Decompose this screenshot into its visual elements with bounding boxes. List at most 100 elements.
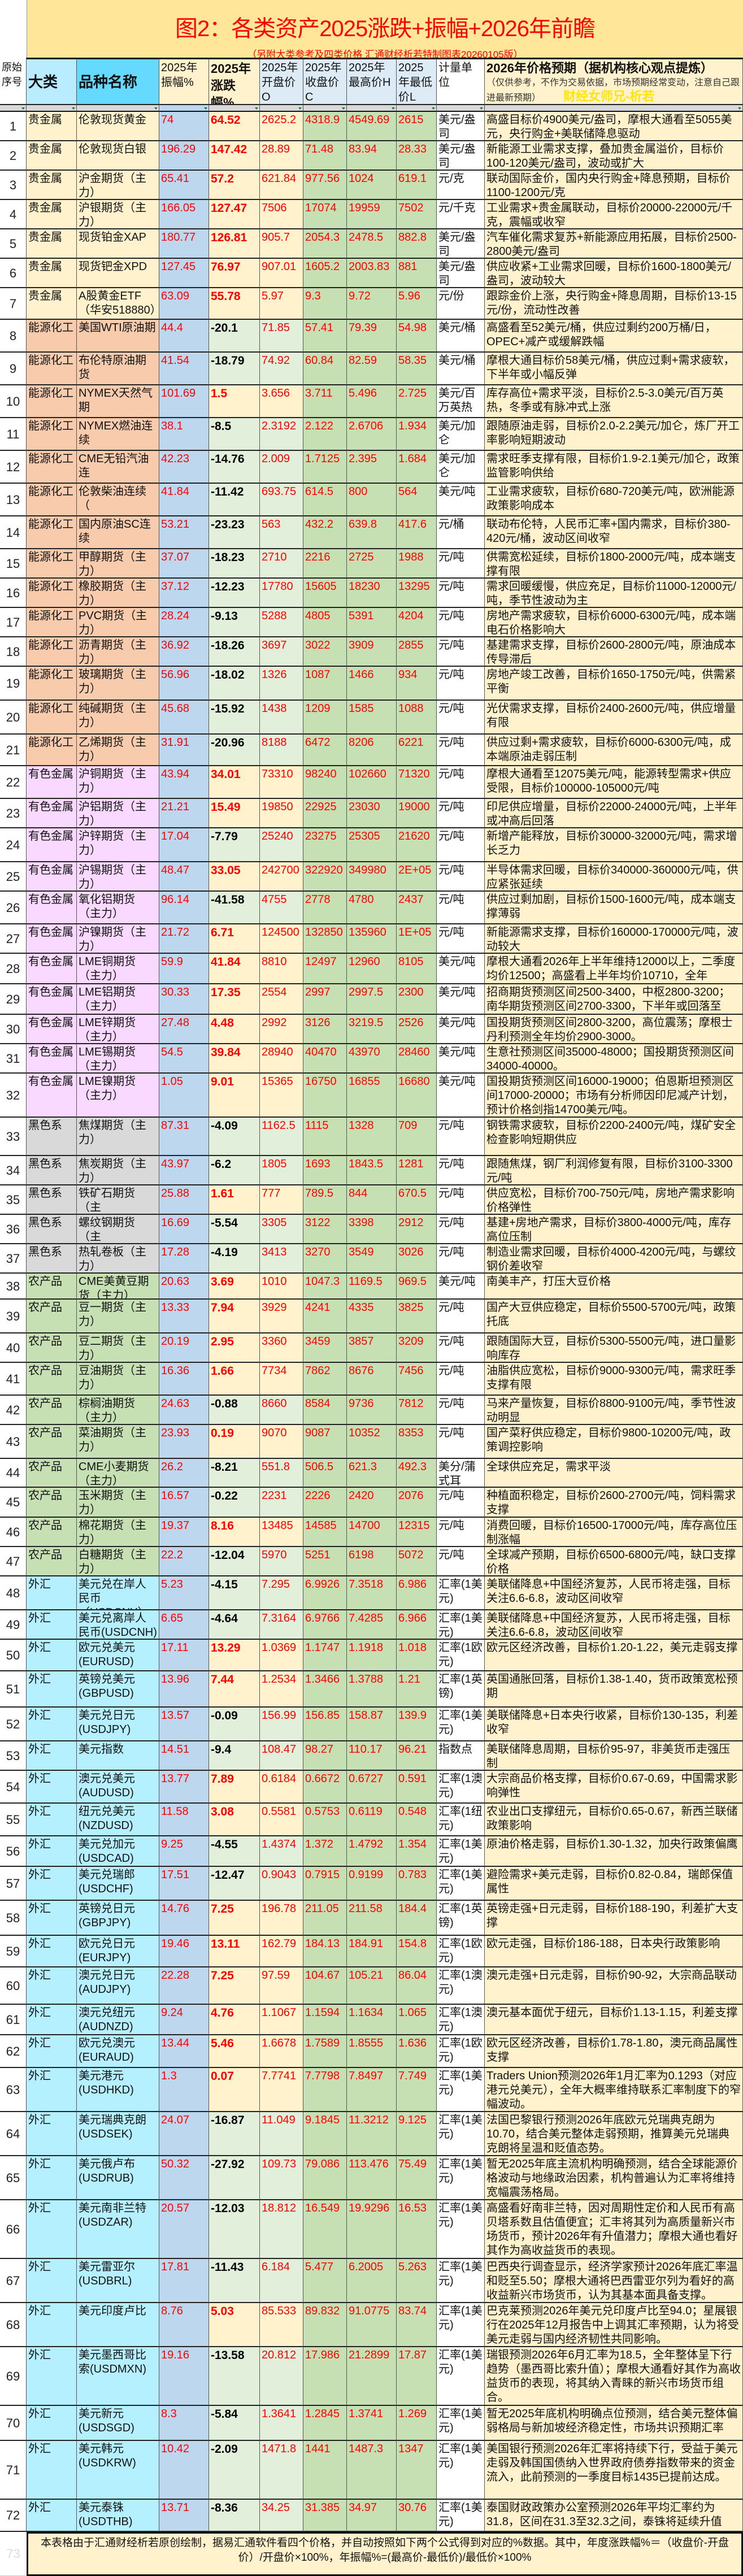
category-cell: 能源化工 xyxy=(27,549,77,579)
category-cell: 外汇 xyxy=(27,2303,77,2347)
instrument-name: 玉米期货（主力） xyxy=(77,1488,159,1518)
amplitude-value: 26.2 xyxy=(159,1459,209,1488)
amplitude-value: 14.51 xyxy=(159,1741,209,1771)
filter-dropdown-low[interactable] xyxy=(397,105,437,112)
open-price: 3.656 xyxy=(260,385,303,418)
unit-cell: 元/吨 xyxy=(437,1118,485,1156)
row-number: 48 xyxy=(0,1576,27,1610)
row-number: 67 xyxy=(0,2259,27,2303)
filter-dropdown-amplitude[interactable] xyxy=(159,105,209,112)
low-price: 16680 xyxy=(397,1074,437,1118)
page-title: 图2：各类资产2025涨跌+振幅+2026年前瞻 xyxy=(175,16,596,41)
high-price: 110.17 xyxy=(347,1741,397,1771)
close-price: 614.5 xyxy=(303,484,347,516)
category-cell: 外汇 xyxy=(27,1576,77,1610)
filter-dropdown-seq[interactable] xyxy=(0,105,27,112)
amplitude-value: 5.23 xyxy=(159,1576,209,1610)
open-price: 85.533 xyxy=(260,2303,303,2347)
instrument-name: 豆油期货（主力） xyxy=(77,1363,159,1396)
row-number: 5 xyxy=(0,229,27,259)
amplitude-value: 87.31 xyxy=(159,1118,209,1156)
filter-dropdown-category[interactable] xyxy=(27,105,77,112)
header-open[interactable]: 2025年开盘价O xyxy=(260,58,303,105)
amplitude-value: 13.77 xyxy=(159,1771,209,1804)
high-price: 2.395 xyxy=(347,451,397,484)
forecast-text: 供应收紧+工业需求回暖，目标价1600-1800美元/盎司，波动较大 xyxy=(485,259,743,288)
instrument-name: 纯碱期货（主力） xyxy=(77,701,159,735)
amplitude-value: 9.25 xyxy=(159,1836,209,1867)
change-value: 55.78 xyxy=(209,288,260,320)
low-price: 28460 xyxy=(397,1044,437,1074)
open-price: 109.73 xyxy=(260,2156,303,2200)
unit-cell: 元/吨 xyxy=(437,701,485,735)
instrument-name: 沪铜期货（主力） xyxy=(77,766,159,799)
close-price: 7862 xyxy=(303,1363,347,1396)
low-price: 1E+05 xyxy=(397,924,437,954)
category-cell: 贵金属 xyxy=(27,259,77,288)
header-unit[interactable]: 计量单位 xyxy=(437,58,485,105)
watermark: 财经女师兄-析若 xyxy=(563,89,655,103)
category-cell: 农产品 xyxy=(27,1425,77,1459)
close-price: 5.477 xyxy=(303,2259,347,2303)
filter-dropdown-change[interactable] xyxy=(209,105,260,112)
header-name[interactable]: 品种名称 xyxy=(77,58,159,105)
instrument-name: 欧元兑澳元(EURAUD) xyxy=(77,2035,159,2068)
forecast-text: 跟随原油走弱，目标价2.0-2.2美元/加仑，炼厂开工率影响短期波动 xyxy=(485,418,743,451)
instrument-name: 沪镍期货（主力） xyxy=(77,924,159,954)
instrument-name: CME无铅汽油连 xyxy=(77,451,159,484)
header-change[interactable]: 2025年涨跌幅% xyxy=(209,58,260,105)
row-number: 58 xyxy=(0,1901,27,1936)
close-price: 3.711 xyxy=(303,385,347,418)
header-high[interactable]: 2025年最高价H xyxy=(347,58,397,105)
open-price: 621.84 xyxy=(260,171,303,200)
open-price: 1805 xyxy=(260,1156,303,1185)
close-price: 789.5 xyxy=(303,1185,347,1215)
low-price: 5072 xyxy=(397,1547,437,1576)
close-price: 1.2845 xyxy=(303,2406,347,2441)
forecast-text: 联动布伦特，人民币汇率+国内需求，目标价380-420元/桶，波动区间收窄 xyxy=(485,516,743,549)
amplitude-value: 27.48 xyxy=(159,1015,209,1044)
amplitude-value: 38.1 xyxy=(159,418,209,451)
forecast-text: 工业需求+贵金属联动，目标价20000-22000元/千克，震幅或收窄 xyxy=(485,200,743,229)
forecast-text: 跟踪金价上涨，央行购金+降息周期，目标价13-15元/份，流动性改善 xyxy=(485,288,743,320)
title-block: 图2：各类资产2025涨跌+振幅+2026年前瞻 （另附大类参考及四类价格 汇通… xyxy=(0,0,743,60)
filter-dropdown-forecast[interactable] xyxy=(485,105,743,112)
change-value: -8.21 xyxy=(209,1459,260,1488)
filter-dropdown-unit[interactable] xyxy=(437,105,485,112)
change-value: 0.07 xyxy=(209,2068,260,2112)
unit-cell: 汇率(1美元) xyxy=(437,2441,485,2500)
open-price: 3413 xyxy=(260,1244,303,1274)
header-low[interactable]: 2025年最低价L xyxy=(397,58,437,105)
header-seq[interactable]: 原始序号 xyxy=(0,58,27,105)
header-forecast[interactable]: 2026年价格预期（据机构核心观点提炼） （仅供参考，不作为交易依据，市场预期经… xyxy=(485,58,743,105)
row-number: 38 xyxy=(0,1274,27,1300)
forecast-text: 房地产需求疲软，目标价6000-6300元/吨，成本端电石价格影响大 xyxy=(485,608,743,637)
low-price: 1.934 xyxy=(397,418,437,451)
forecast-text: 国投期货预测区间16000-19000；伯恩斯坦预测区间17000-20000；… xyxy=(485,1074,743,1118)
forecast-text: 英国通胀回落，目标价1.38-1.40，货币政策宽松预期 xyxy=(485,1671,743,1708)
forecast-text: 国产大豆供应稳定，目标价5500-5700元/吨，政策托底 xyxy=(485,1300,743,1333)
filter-dropdown-open[interactable] xyxy=(260,105,303,112)
instrument-name: CME小麦期货（主力） xyxy=(77,1459,159,1488)
filter-dropdown-name[interactable] xyxy=(77,105,159,112)
high-price: 158.87 xyxy=(347,1708,397,1741)
forecast-text: 生意社预测区间35000-48000；国投期货预测区间34000-40000。 xyxy=(485,1044,743,1074)
unit-cell: 汇率(1美元) xyxy=(437,1708,485,1741)
forecast-text: 泰国财政政策办公室预测2026年平均汇率约为31.8，区间在31.3至32.3之… xyxy=(485,2500,743,2532)
filter-dropdown-close[interactable] xyxy=(303,105,347,112)
header-close[interactable]: 2025年收盘价C xyxy=(303,58,347,105)
low-price: 17.87 xyxy=(397,2347,437,2406)
low-price: 2526 xyxy=(397,1015,437,1044)
filter-dropdown-high[interactable] xyxy=(347,105,397,112)
category-cell: 农产品 xyxy=(27,1518,77,1547)
row-number: 46 xyxy=(0,1518,27,1547)
unit-cell: 元/吨 xyxy=(437,1244,485,1274)
header-amplitude[interactable]: 2025年振幅% xyxy=(159,58,209,105)
high-price: 2725 xyxy=(347,549,397,579)
high-price: 21.2899 xyxy=(347,2347,397,2406)
header-category[interactable]: 大类 xyxy=(27,58,77,105)
row-number: 60 xyxy=(0,1967,27,2005)
change-value: -15.92 xyxy=(209,701,260,735)
category-cell: 有色金属 xyxy=(27,924,77,954)
row-number: 56 xyxy=(0,1836,27,1867)
